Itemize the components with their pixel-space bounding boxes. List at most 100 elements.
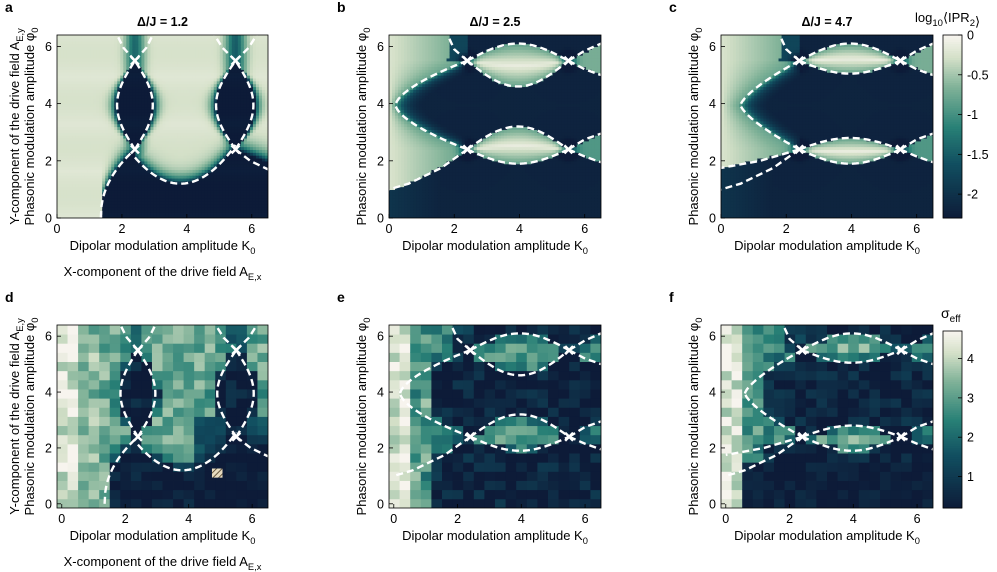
heatmap-cell xyxy=(114,135,118,139)
heatmap-cell xyxy=(216,169,221,173)
heatmap-cell xyxy=(252,137,257,142)
heatmap-cell xyxy=(135,186,139,191)
heatmap-cell xyxy=(195,80,200,85)
heatmap-cell xyxy=(144,163,149,168)
heatmap-cell xyxy=(102,160,106,165)
heatmap-cell xyxy=(252,103,257,108)
heatmap-cell xyxy=(72,132,76,136)
heatmap-cell xyxy=(132,132,136,136)
heatmap-cell xyxy=(252,109,257,113)
heatmap-cell xyxy=(201,97,206,102)
heatmap-cell xyxy=(228,157,233,162)
heatmap-cell xyxy=(198,117,203,122)
heatmap-cell xyxy=(210,40,215,45)
heatmap-cell xyxy=(72,106,76,110)
heatmap-cell xyxy=(404,37,408,42)
heatmap-cell xyxy=(162,37,167,42)
heatmap-cell xyxy=(135,177,139,182)
heatmap-cell xyxy=(111,109,115,113)
heatmap-cell xyxy=(126,112,130,116)
heatmap-cell xyxy=(117,46,121,50)
heatmap-cell xyxy=(105,160,109,165)
heatmap-cell xyxy=(249,163,254,168)
heatmap-cell xyxy=(84,152,88,156)
heatmap-cell xyxy=(159,180,164,185)
heatmap-cell xyxy=(129,189,133,193)
heatmap-cell xyxy=(60,72,64,76)
heatmap-cell xyxy=(234,97,239,102)
heatmap-cell xyxy=(153,35,158,39)
heatmap-cell xyxy=(129,100,133,105)
heatmap-cell xyxy=(231,137,236,142)
heatmap-cell xyxy=(207,137,212,142)
heatmap-cell xyxy=(389,163,393,168)
heatmap-cell xyxy=(141,215,146,218)
heatmap-cell xyxy=(401,123,405,128)
heatmap-cell xyxy=(165,57,170,62)
heatmap-cell xyxy=(258,195,263,199)
heatmap-cell xyxy=(183,57,188,62)
heatmap-cell xyxy=(63,206,67,211)
heatmap-cell xyxy=(392,152,396,156)
heatmap-cell xyxy=(69,143,73,148)
heatmap-cell xyxy=(90,57,94,62)
heatmap-cell xyxy=(228,86,233,90)
heatmap-cell xyxy=(192,166,197,170)
heatmap-cell xyxy=(132,49,136,53)
heatmap-cell xyxy=(81,63,85,68)
heatmap-cell xyxy=(261,135,266,139)
heatmap-cell xyxy=(96,195,100,199)
heatmap-cell xyxy=(189,123,194,128)
heatmap-cell xyxy=(213,123,218,128)
heatmap-cell xyxy=(99,115,103,119)
heatmap-cell xyxy=(108,63,112,68)
heatmap-cell xyxy=(255,197,260,202)
heatmap-cell xyxy=(57,160,61,165)
heatmap-cell xyxy=(63,172,67,176)
heatmap-cell xyxy=(258,123,263,128)
heatmap-cell xyxy=(84,43,88,48)
heatmap-cell xyxy=(162,157,167,162)
heatmap-cell xyxy=(174,166,179,170)
heatmap-cell xyxy=(69,46,73,50)
heatmap-cell xyxy=(174,80,179,85)
heatmap-cell xyxy=(246,197,251,202)
heatmap-cell xyxy=(99,126,103,130)
heatmap-cell xyxy=(87,212,91,216)
heatmap-cell xyxy=(162,57,167,62)
heatmap-cell xyxy=(165,135,170,139)
heatmap-cell xyxy=(174,215,179,218)
heatmap-cell xyxy=(162,46,167,50)
heatmap-cell xyxy=(75,209,79,213)
heatmap-cell xyxy=(159,197,164,202)
heatmap-cell xyxy=(243,140,248,145)
heatmap-cell xyxy=(108,146,112,150)
heatmap-cell xyxy=(150,109,155,113)
heatmap-cell xyxy=(401,146,405,150)
heatmap-cell xyxy=(198,215,203,218)
heatmap-cell xyxy=(63,132,67,136)
heatmap-cell xyxy=(138,215,142,218)
heatmap-cell xyxy=(228,63,233,68)
heatmap-cell xyxy=(135,103,139,108)
heatmap-cell xyxy=(156,109,161,113)
heatmap-cell xyxy=(255,126,260,130)
heatmap-cell xyxy=(108,80,112,85)
heatmap-cell xyxy=(111,200,115,205)
heatmap-cell xyxy=(183,89,188,93)
heatmap-cell xyxy=(114,89,118,93)
heatmap-cell xyxy=(75,60,79,65)
heatmap-cell xyxy=(120,166,124,170)
heatmap-cell xyxy=(57,80,61,85)
heatmap-cell xyxy=(84,92,88,96)
heatmap-cell xyxy=(75,206,79,211)
heatmap-cell xyxy=(141,166,146,170)
heatmap-cell xyxy=(171,89,176,93)
heatmap-cell xyxy=(225,66,230,70)
heatmap-cell xyxy=(389,49,393,53)
heatmap-cell xyxy=(231,89,236,93)
heatmap-cell xyxy=(108,157,112,162)
heatmap-cell xyxy=(129,192,133,196)
heatmap-cell xyxy=(174,57,179,62)
heatmap-cell xyxy=(99,77,103,82)
